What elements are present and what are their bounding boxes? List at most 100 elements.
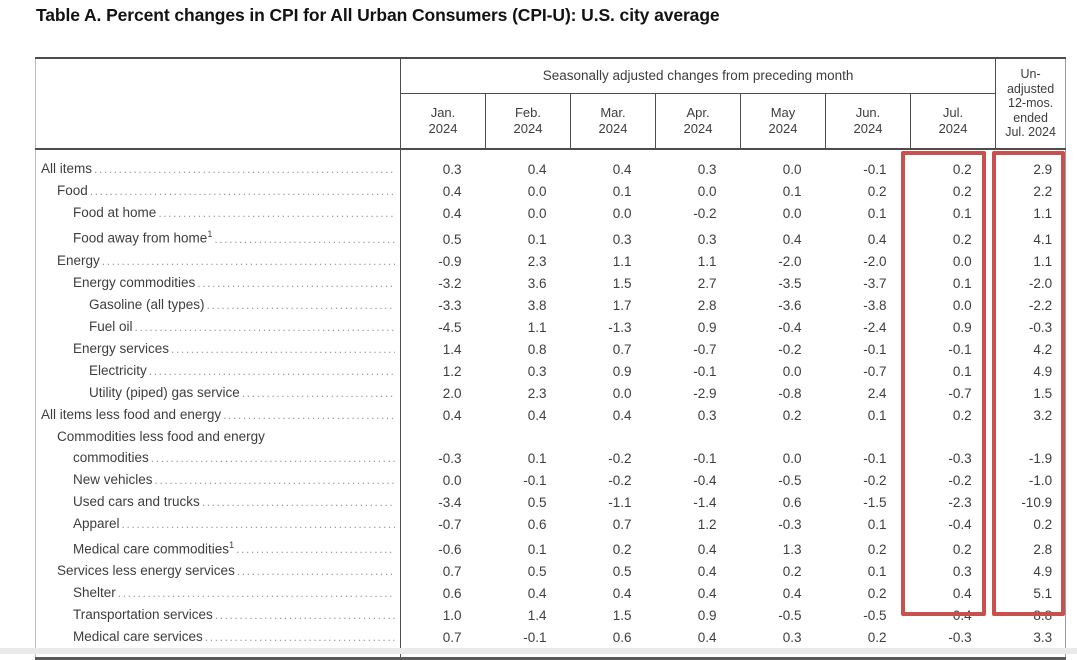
value-cell: -0.7 — [863, 363, 887, 379]
row-label: Food at home............................… — [35, 202, 401, 224]
value-cell: -0.5 — [863, 608, 887, 623]
table-row: Energy..................................… — [35, 249, 1066, 272]
row-label: Shelter.................................… — [35, 582, 401, 604]
value-cell: -0.3 — [438, 450, 462, 466]
value-cell: 0.1 — [612, 184, 632, 199]
value-cell: 0.0 — [527, 206, 547, 221]
value-cell: 3.8 — [527, 297, 547, 313]
row-label: Energy services.........................… — [35, 337, 401, 360]
value-cell: 4.1 — [1033, 231, 1053, 247]
value-cell: 0.1 — [527, 231, 547, 247]
value-cell: -2.0 — [1028, 275, 1053, 291]
value-cell: -2.0 — [863, 253, 887, 269]
unadjusted-column-header: Un-adjusted 12-mos. ended Jul. 2024 — [995, 58, 1066, 150]
value-cell: -0.3 — [1028, 319, 1053, 335]
value-cell: -0.2 — [608, 472, 632, 488]
value-cell: -0.2 — [778, 341, 802, 357]
value-cell: 0.3 — [612, 231, 632, 247]
value-cell: 0.4 — [697, 564, 717, 579]
row-label: New vehicles............................… — [35, 468, 401, 491]
value-cell: 0.3 — [527, 363, 547, 379]
value-cell: 1.1 — [527, 319, 547, 335]
value-cell: 3.6 — [527, 275, 547, 291]
value-cell: -3.8 — [863, 297, 887, 313]
value-cell: 0.0 — [782, 206, 802, 221]
value-cell: -0.4 — [778, 319, 802, 335]
value-cell: 0.0 — [782, 162, 802, 177]
value-cell: 3.2 — [1033, 407, 1053, 423]
value-cell: 0.4 — [697, 542, 717, 557]
value-cell: 2.8 — [1033, 542, 1053, 557]
value-cell: 0.5 — [527, 564, 547, 579]
value-cell: 1.5 — [612, 275, 632, 291]
value-cell: 0.4 — [867, 231, 887, 247]
value-cell: -0.6 — [438, 542, 462, 557]
value-cell: 1.1 — [1033, 206, 1053, 221]
column-header: Jul. 2024 — [910, 93, 997, 150]
value-cell: -3.7 — [863, 275, 887, 291]
value-cell: 0.9 — [952, 319, 972, 335]
value-cell: 0.4 — [782, 231, 802, 247]
column-header: Apr. 2024 — [655, 93, 741, 150]
table-row: Commodities less food and energy commodit… — [35, 425, 1066, 469]
value-cell: -1.4 — [693, 494, 717, 510]
row-label: Electricity.............................… — [35, 359, 401, 382]
value-cell: 0.2 — [867, 184, 887, 199]
value-cell: -0.1 — [863, 162, 887, 177]
value-cell: 4.9 — [1033, 363, 1053, 379]
value-cell: -2.3 — [948, 494, 972, 510]
value-cell: 0.0 — [952, 253, 972, 269]
value-cell: 1.4 — [527, 608, 547, 623]
value-cell: 0.4 — [527, 407, 547, 423]
value-cell: 0.3 — [697, 231, 717, 247]
value-cell: 2.0 — [442, 385, 462, 401]
column-header: Mar. 2024 — [570, 93, 656, 150]
value-cell: -0.2 — [948, 472, 972, 488]
group-header: Seasonally adjusted changes from precedi… — [400, 58, 997, 94]
value-cell: -1.1 — [608, 494, 632, 510]
value-cell: -0.8 — [778, 385, 802, 401]
value-cell: 2.7 — [697, 275, 717, 291]
value-cell: 0.1 — [527, 450, 547, 466]
column-header: May 2024 — [740, 93, 826, 150]
value-cell: -0.3 — [778, 516, 802, 532]
table-row: Utility (piped) gas service.............… — [35, 381, 1066, 404]
value-cell: -0.4 — [948, 516, 972, 532]
row-label: Fuel oil................................… — [35, 315, 401, 338]
value-cell: 1.7 — [612, 297, 632, 313]
value-cell: -1.3 — [608, 319, 632, 335]
value-cell: 0.6 — [782, 494, 802, 510]
value-cell: 0.7 — [442, 630, 462, 645]
row-label: Food....................................… — [35, 180, 401, 202]
table-row: All items less food and energy..........… — [35, 403, 1066, 426]
value-cell: -0.1 — [523, 630, 547, 645]
value-cell: 0.2 — [612, 542, 632, 557]
value-cell: 0.0 — [697, 184, 717, 199]
value-cell: 0.2 — [952, 184, 972, 199]
value-cell: 0.1 — [952, 363, 972, 379]
value-cell: 0.1 — [782, 184, 802, 199]
value-cell: -0.1 — [523, 472, 547, 488]
table-row: Food away from home1....................… — [35, 224, 1066, 250]
row-label: All items...............................… — [35, 149, 401, 180]
value-cell: 0.4 — [612, 407, 632, 423]
value-cell: 2.9 — [1033, 162, 1053, 177]
value-cell: 0.2 — [782, 407, 802, 423]
value-cell: 0.4 — [442, 206, 462, 221]
value-cell: 0.4 — [782, 586, 802, 601]
value-cell: -0.9 — [438, 253, 462, 269]
table-body: All items...............................… — [35, 149, 1066, 659]
value-cell: 5.1 — [1033, 586, 1053, 601]
value-cell: -0.3 — [948, 450, 972, 466]
table-row: Energy services.........................… — [35, 337, 1066, 360]
value-cell: -2.0 — [778, 253, 802, 269]
value-cell: 0.6 — [442, 586, 462, 601]
value-cell: 0.1 — [867, 407, 887, 423]
table-row: Food at home............................… — [35, 202, 1066, 224]
value-cell: 1.1 — [1033, 253, 1053, 269]
table-row: Services less energy services...........… — [35, 560, 1066, 582]
table-row: All items...............................… — [35, 149, 1066, 180]
value-cell: -0.5 — [778, 472, 802, 488]
value-cell: 0.4 — [527, 162, 547, 177]
value-cell: -0.7 — [693, 341, 717, 357]
